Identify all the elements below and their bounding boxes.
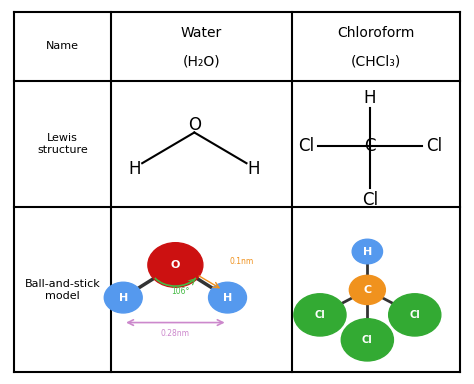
Text: Cl: Cl — [362, 191, 378, 209]
Text: Water: Water — [181, 26, 222, 40]
Text: Cl: Cl — [315, 310, 325, 320]
Text: H: H — [223, 293, 232, 303]
Text: 0.28nm: 0.28nm — [161, 329, 190, 338]
Circle shape — [389, 294, 441, 336]
Text: H: H — [118, 293, 128, 303]
Text: H: H — [364, 89, 376, 107]
Text: O: O — [188, 116, 201, 134]
Text: C: C — [363, 285, 372, 295]
Text: O: O — [171, 260, 180, 270]
Circle shape — [341, 319, 393, 361]
Circle shape — [294, 294, 346, 336]
Text: Name: Name — [46, 41, 79, 51]
Text: (H₂O): (H₂O) — [182, 55, 220, 68]
Text: Ball-and-stick
model: Ball-and-stick model — [25, 279, 100, 301]
Text: Cl: Cl — [410, 310, 420, 320]
Text: Lewis
structure: Lewis structure — [37, 133, 88, 155]
Text: 0.1nm: 0.1nm — [229, 257, 254, 266]
Circle shape — [352, 239, 383, 264]
Text: Cl: Cl — [298, 137, 314, 155]
Text: (CHCl₃): (CHCl₃) — [350, 55, 401, 68]
Text: C: C — [364, 137, 375, 155]
Text: Cl: Cl — [426, 137, 442, 155]
Text: H: H — [363, 247, 372, 257]
Circle shape — [148, 243, 203, 287]
Text: Cl: Cl — [362, 335, 373, 345]
Circle shape — [209, 282, 246, 313]
Text: Chloroform: Chloroform — [337, 26, 414, 40]
Text: 106°: 106° — [171, 287, 189, 296]
Circle shape — [349, 275, 385, 305]
Text: H: H — [129, 160, 141, 178]
Circle shape — [104, 282, 142, 313]
Text: H: H — [247, 160, 260, 178]
